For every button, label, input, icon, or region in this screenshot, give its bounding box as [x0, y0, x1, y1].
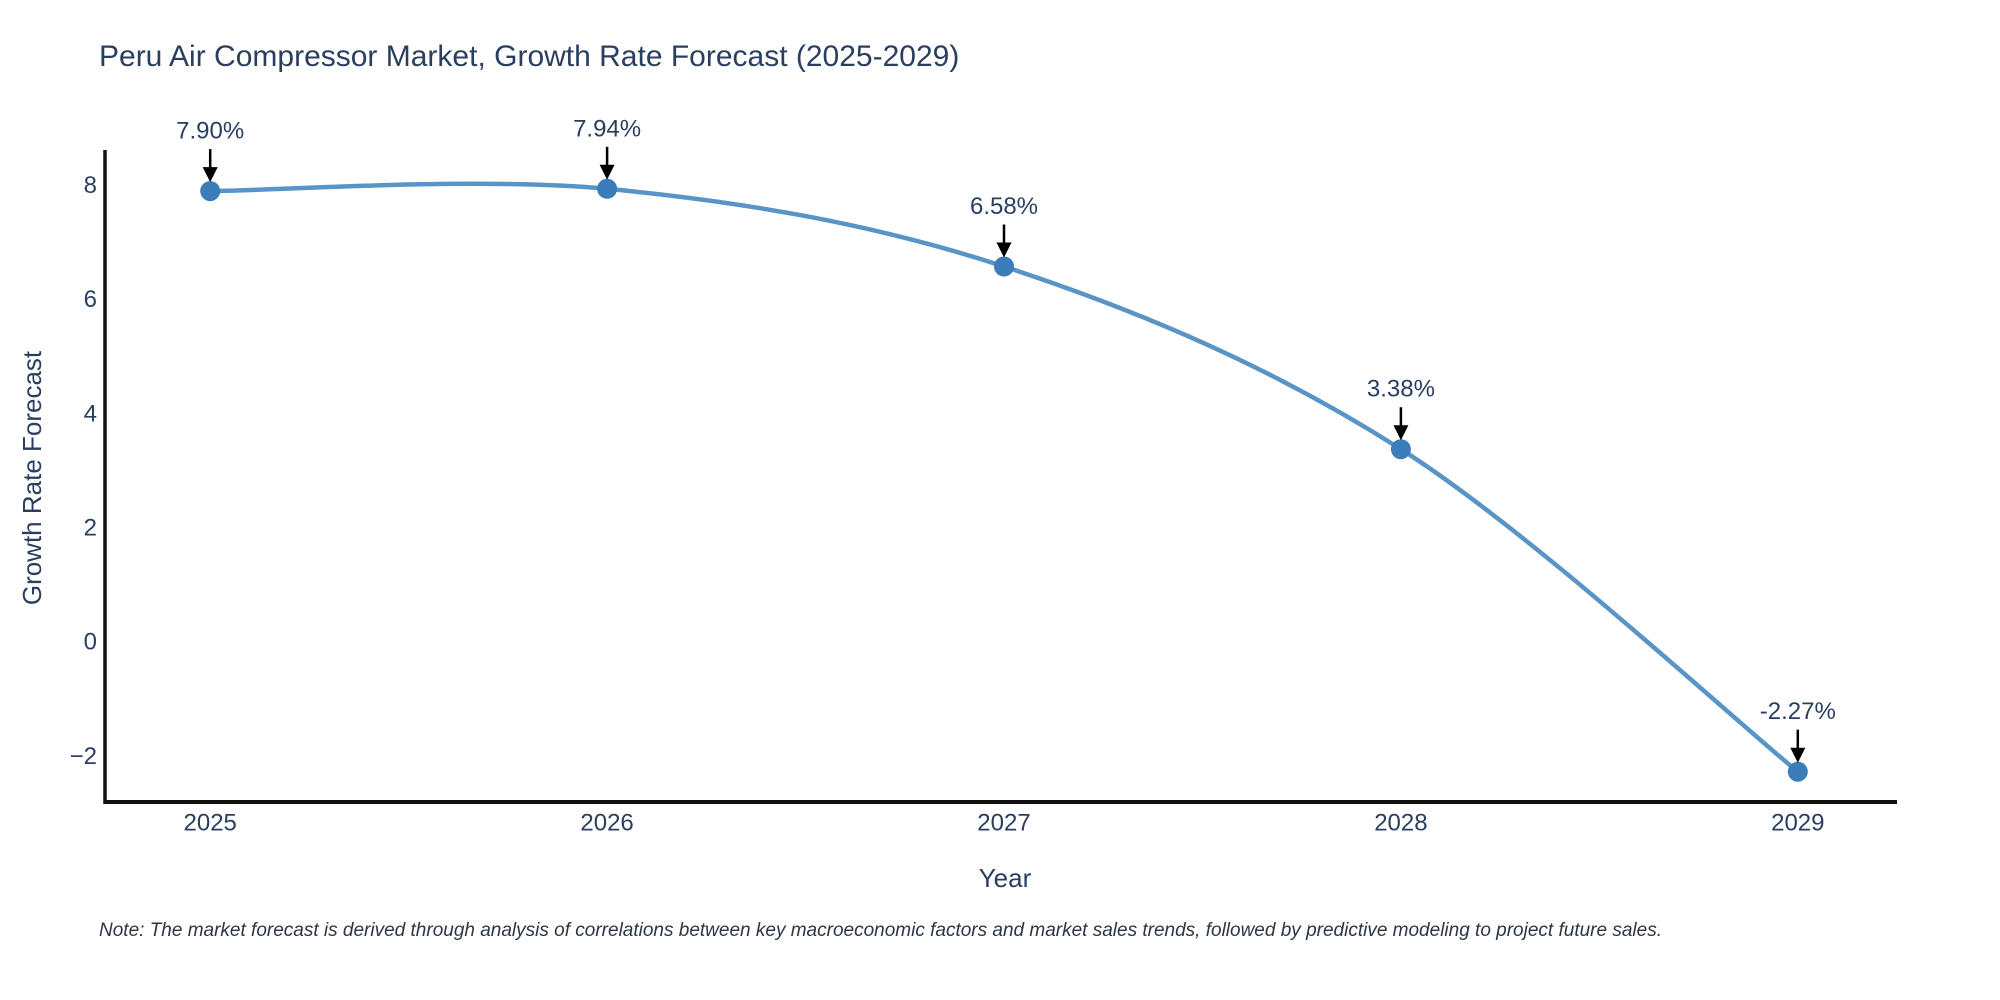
y-tick-label: 4	[84, 400, 97, 427]
data-point-marker-2029[interactable]	[1787, 761, 1808, 782]
annotation-arrowhead-icon	[1393, 425, 1409, 441]
x-tick-label: 2027	[977, 810, 1030, 837]
annotation-label: 7.94%	[573, 115, 641, 142]
annotation-arrowhead-icon	[1790, 747, 1806, 763]
annotation-label: 6.58%	[970, 193, 1038, 220]
annotation-arrowhead-icon	[202, 167, 218, 183]
y-tick-label: 2	[84, 515, 97, 542]
data-point-marker-2025[interactable]	[200, 181, 221, 202]
annotation-label: -2.27%	[1760, 698, 1836, 725]
y-tick-label: 8	[84, 172, 97, 199]
annotation-arrowhead-icon	[599, 164, 615, 180]
y-tick-label: 6	[84, 286, 97, 313]
x-axis-title: Year	[979, 863, 1032, 893]
x-tick-label: 2029	[1771, 810, 1824, 837]
y-tick-label: 0	[84, 629, 97, 656]
annotation-label: 7.90%	[176, 118, 244, 145]
data-point-marker-2027[interactable]	[994, 256, 1014, 277]
y-axis-title: Growth Rate Forecast	[17, 350, 47, 605]
data-point-marker-2026[interactable]	[597, 178, 618, 199]
y-tick-label: −2	[70, 743, 97, 770]
x-tick-label: 2026	[580, 810, 633, 837]
footnote: Note: The market forecast is derived thr…	[99, 920, 1662, 941]
x-tick-label: 2028	[1374, 810, 1427, 837]
trend-line	[207, 181, 1801, 774]
chart-title: Peru Air Compressor Market, Growth Rate …	[99, 40, 960, 73]
annotation-arrowhead-icon	[996, 242, 1012, 258]
data-point-marker-2028[interactable]	[1390, 439, 1411, 460]
annotation-label: 3.38%	[1367, 376, 1435, 403]
x-tick-label: 2025	[184, 810, 237, 837]
